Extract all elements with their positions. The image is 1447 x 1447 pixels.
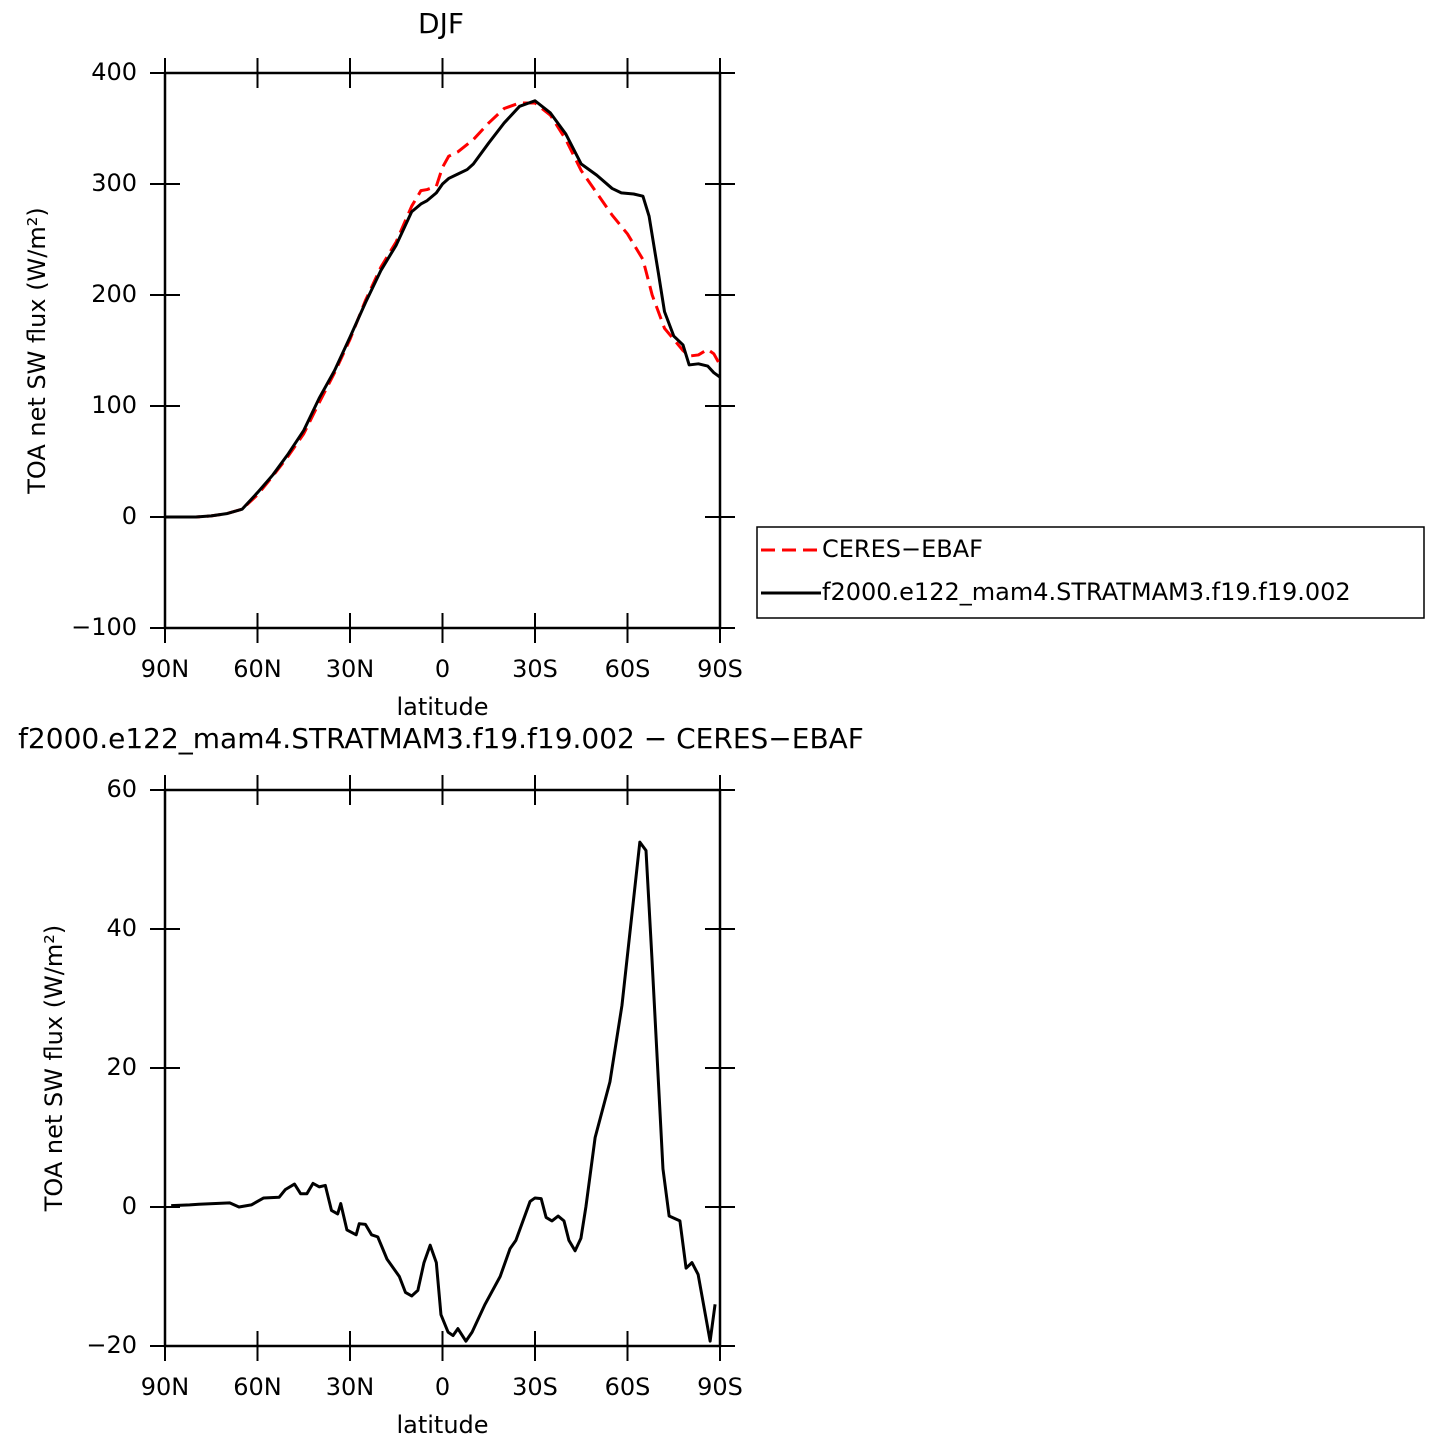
x-tick-label: 90N xyxy=(141,1373,190,1401)
legend-label: f2000.e122_mam4.STRATMAM3.f19.f19.002 xyxy=(822,578,1351,606)
x-tick-label: 30S xyxy=(512,1373,558,1401)
legend-box xyxy=(756,526,1425,619)
x-tick-label: 90S xyxy=(697,655,743,683)
legend-label: CERES−EBAF xyxy=(822,535,983,563)
chart-title: DJF xyxy=(418,7,464,40)
y-tick-label: −20 xyxy=(86,1331,137,1359)
x-tick-label: 0 xyxy=(435,1373,450,1401)
y-tick-label: −100 xyxy=(71,613,137,641)
x-tick-label: 0 xyxy=(435,655,450,683)
x-tick-label: 30N xyxy=(326,1373,375,1401)
x-tick-label: 60S xyxy=(605,1373,651,1401)
chart: DJF −100 0 100 200 300 400 90N 60N 30N 0 30S 60S 90S l… xyxy=(23,7,1425,721)
x-tick-label: 30N xyxy=(326,655,375,683)
x-tick-label: 60N xyxy=(233,1373,282,1401)
y-axis-label: TOA net SW flux (W/m²) xyxy=(40,925,68,1213)
y-tick-label: 20 xyxy=(106,1053,137,1081)
y-tick-label: 200 xyxy=(91,280,137,308)
data-line xyxy=(171,840,717,1343)
y-tick-label: 100 xyxy=(91,391,137,419)
x-axis-label: latitude xyxy=(396,1411,488,1439)
chart-title: f2000.e122_mam4.STRATMAM3.f19.f19.002 − … xyxy=(18,722,864,755)
y-tick-label: 40 xyxy=(106,914,137,942)
chart: f2000.e122_mam4.STRATMAM3.f19.f19.002 − … xyxy=(18,722,864,1439)
x-tick-label: 60N xyxy=(233,655,282,683)
x-tick-label: 90S xyxy=(697,1373,743,1401)
x-tick-label: 30S xyxy=(512,655,558,683)
y-tick-label: 0 xyxy=(122,502,137,530)
x-tick-label: 60S xyxy=(605,655,651,683)
y-tick-label: 0 xyxy=(122,1192,137,1220)
y-axis-label: TOA net SW flux (W/m²) xyxy=(23,207,51,495)
y-tick-label: 60 xyxy=(106,775,137,803)
y-tick-label: 400 xyxy=(91,58,137,86)
x-axis-label: latitude xyxy=(396,693,488,721)
y-tick-label: 300 xyxy=(91,169,137,197)
data-line xyxy=(165,101,722,519)
plot-frame xyxy=(163,71,722,630)
data-line xyxy=(165,99,721,519)
x-tick-label: 90N xyxy=(141,655,190,683)
